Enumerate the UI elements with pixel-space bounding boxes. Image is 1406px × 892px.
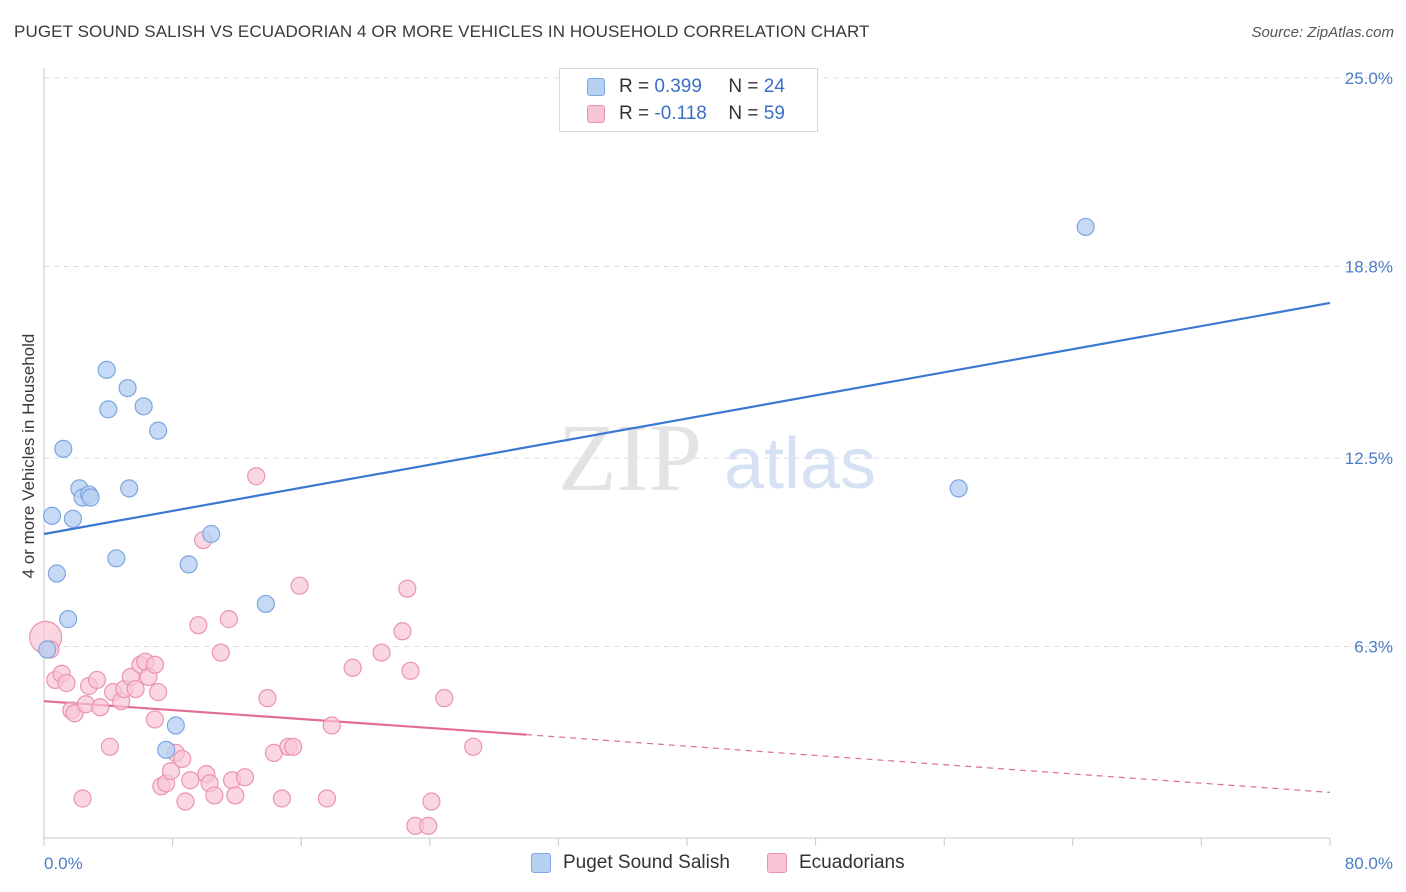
data-point-ecuadorians bbox=[100, 737, 120, 756]
watermark-atlas: atlas bbox=[724, 424, 876, 504]
data-point-ecuadorians bbox=[401, 661, 420, 680]
data-point-ecuadorians bbox=[145, 655, 165, 674]
data-point-ecuadorians bbox=[173, 749, 192, 769]
data-point-ecuadorians bbox=[393, 622, 412, 641]
y-tick-label: 25.0% bbox=[1345, 69, 1393, 88]
data-point-ecuadorians bbox=[317, 789, 337, 808]
data-point-ecuadorians bbox=[419, 816, 438, 835]
data-point-ecuadorians bbox=[161, 762, 181, 781]
trend-lines bbox=[43, 301, 1331, 793]
legend-r-value: -0.118 bbox=[654, 102, 707, 124]
stats-legend: R = 0.399 N = 24 R = -0.118 N = 59 bbox=[559, 68, 818, 132]
data-point-ecuadorians bbox=[284, 737, 303, 756]
data-point-ecuadorians bbox=[205, 786, 224, 805]
data-point-ecuadorians bbox=[322, 716, 341, 735]
x-tick-label: 0.0% bbox=[44, 854, 83, 873]
data-point-puget-sound-salish bbox=[166, 716, 185, 735]
data-point-ecuadorians bbox=[226, 786, 245, 805]
legend-label: Puget Sound Salish bbox=[563, 852, 730, 873]
data-point-puget-sound-salish bbox=[59, 610, 78, 629]
data-point-ecuadorians bbox=[181, 771, 200, 790]
data-point-puget-sound-salish bbox=[256, 594, 275, 614]
data-point-puget-sound-salish bbox=[81, 488, 100, 507]
data-point-puget-sound-salish bbox=[120, 479, 139, 498]
data-point-puget-sound-salish bbox=[63, 509, 83, 528]
legend-n-value: 24 bbox=[763, 75, 785, 97]
data-points bbox=[29, 217, 1095, 835]
data-point-ecuadorians bbox=[422, 792, 441, 811]
legend-row-puget: R = 0.399 N = 24 bbox=[560, 73, 785, 100]
data-point-ecuadorians bbox=[87, 670, 107, 690]
data-point-puget-sound-salish bbox=[157, 740, 176, 759]
legend-n-value: 59 bbox=[763, 102, 785, 124]
data-point-puget-sound-salish bbox=[949, 479, 968, 498]
data-point-puget-sound-salish bbox=[99, 400, 118, 419]
data-point-ecuadorians bbox=[57, 673, 76, 693]
legend-row-ecuadorian: R = -0.118 N = 59 bbox=[560, 100, 785, 127]
data-point-ecuadorians bbox=[189, 616, 208, 635]
series-legend: Puget Sound Salish Ecuadorians bbox=[0, 852, 1406, 878]
grid-lines bbox=[44, 77, 1395, 647]
data-point-ecuadorians bbox=[73, 789, 92, 808]
watermark-zip: ZIP bbox=[558, 404, 702, 511]
legend-n-label: N = bbox=[728, 102, 759, 124]
data-point-puget-sound-salish bbox=[54, 439, 73, 458]
data-point-ecuadorians bbox=[91, 698, 110, 717]
legend-r-value: 0.399 bbox=[654, 75, 702, 97]
watermark: ZIP atlas bbox=[558, 404, 876, 511]
data-point-ecuadorians bbox=[398, 579, 417, 598]
data-point-ecuadorians bbox=[211, 643, 230, 662]
data-point-ecuadorians bbox=[235, 768, 255, 787]
data-point-ecuadorians bbox=[258, 689, 277, 708]
data-point-ecuadorians bbox=[176, 792, 195, 811]
data-point-puget-sound-salish bbox=[179, 555, 198, 574]
data-point-puget-sound-salish bbox=[42, 506, 62, 525]
data-point-ecuadorians bbox=[247, 467, 266, 486]
data-point-puget-sound-salish bbox=[1076, 217, 1095, 237]
data-point-ecuadorians bbox=[372, 643, 391, 662]
legend-r-label: R = bbox=[619, 75, 650, 97]
data-point-puget-sound-salish bbox=[47, 564, 66, 583]
data-point-ecuadorians bbox=[126, 679, 145, 699]
source-credit: Source: ZipAtlas.com bbox=[1251, 24, 1394, 41]
tick-labels: 6.3% 12.5% 18.8% 25.0% 0.0% 80.0% bbox=[44, 69, 1393, 873]
data-point-puget-sound-salish bbox=[118, 378, 137, 398]
data-point-ecuadorians bbox=[272, 789, 292, 808]
y-tick-label: 12.5% bbox=[1345, 449, 1393, 468]
data-point-puget-sound-salish bbox=[107, 549, 126, 568]
legend-swatch-blue bbox=[531, 853, 551, 873]
data-point-ecuadorians bbox=[435, 689, 454, 708]
legend-swatch-pink bbox=[587, 104, 605, 123]
y-tick-label: 18.8% bbox=[1345, 257, 1393, 276]
data-point-ecuadorians bbox=[290, 576, 309, 595]
data-point-ecuadorians bbox=[464, 737, 483, 756]
axes bbox=[43, 68, 1331, 846]
legend-n-label: N = bbox=[728, 75, 759, 97]
legend-swatch-pink bbox=[767, 853, 787, 873]
data-point-ecuadorians bbox=[343, 658, 362, 677]
data-point-ecuadorians bbox=[149, 682, 168, 702]
y-axis-label: 4 or more Vehicles in Household bbox=[19, 334, 38, 579]
legend-item-puget[interactable]: Puget Sound Salish bbox=[531, 852, 730, 874]
data-point-puget-sound-salish bbox=[134, 397, 153, 416]
data-point-puget-sound-salish bbox=[38, 640, 57, 659]
legend-swatch-blue bbox=[587, 77, 605, 96]
data-point-puget-sound-salish bbox=[202, 524, 221, 544]
trend-line-puget-sound-salish bbox=[43, 301, 1331, 536]
chart-title: PUGET SOUND SALISH VS ECUADORIAN 4 OR MO… bbox=[14, 22, 870, 41]
data-point-ecuadorians bbox=[145, 710, 165, 729]
legend-label: Ecuadorians bbox=[799, 852, 905, 873]
legend-r-label: R = bbox=[619, 102, 650, 124]
x-tick-label: 80.0% bbox=[1345, 854, 1393, 873]
data-point-puget-sound-salish bbox=[149, 421, 168, 440]
data-point-puget-sound-salish bbox=[97, 360, 116, 379]
y-tick-label: 6.3% bbox=[1354, 637, 1393, 656]
legend-item-ecuadorians[interactable]: Ecuadorians bbox=[767, 852, 905, 874]
trend-line-ecuadorians-extrapolated bbox=[526, 734, 1331, 793]
data-point-ecuadorians bbox=[219, 610, 238, 629]
